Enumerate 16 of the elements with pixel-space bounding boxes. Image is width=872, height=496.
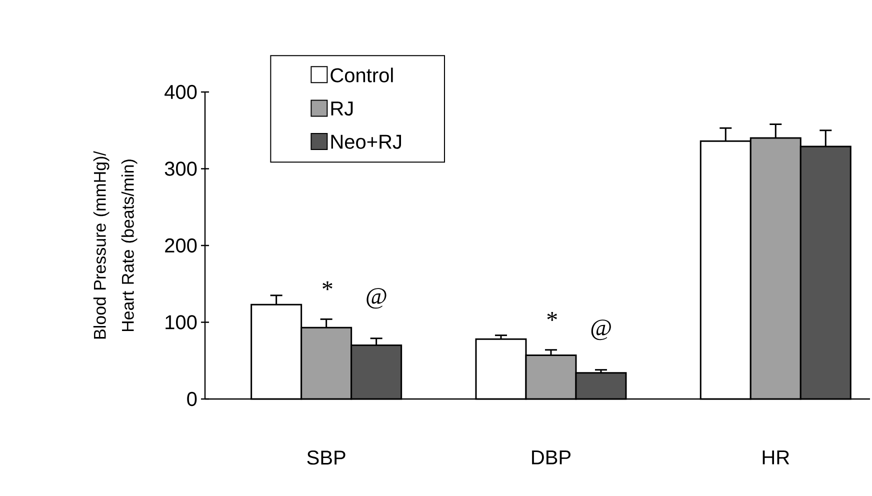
annotation: @ (366, 288, 386, 309)
legend-label: RJ (331, 102, 353, 116)
y-tick-label: 400 (164, 84, 197, 100)
x-tick-label: SBP (307, 450, 346, 465)
annotation: * (547, 312, 557, 321)
legend-label: Control (330, 68, 393, 82)
annotation: @ (591, 320, 611, 340)
annotation: * (322, 281, 332, 290)
y-tick-label: 100 (166, 315, 197, 330)
y-tick-label: 200 (165, 238, 197, 253)
legend-label: Neo+RJ (331, 134, 401, 149)
y-tick-label: 300 (164, 162, 197, 176)
y-axis-title: Blood Pressure (mmHg)/ Heart Rate (beats/min) (93, 151, 138, 339)
x-tick-label: DBP (532, 450, 570, 464)
x-tick-label: HR (762, 450, 790, 464)
y-tick-label: 0 (187, 392, 197, 406)
